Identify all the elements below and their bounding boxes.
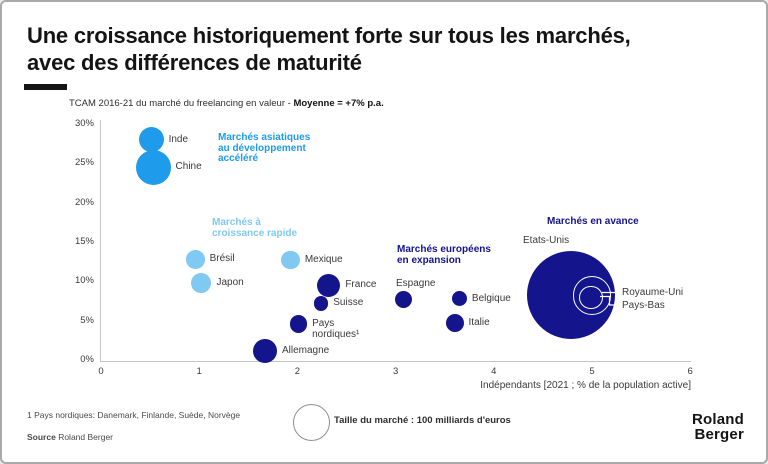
group-label: Marchés asiatiques au développement accé… <box>218 132 311 164</box>
title-dash <box>24 84 67 90</box>
x-axis-tick-label: 5 <box>589 366 595 377</box>
x-axis-tick-label: 4 <box>491 366 497 377</box>
footnote-source: Source Roland Berger <box>27 432 113 442</box>
bubble <box>281 250 300 270</box>
y-axis-tick-label: 30% <box>74 118 94 130</box>
bubble-label: Suisse <box>333 297 364 309</box>
bubble <box>135 149 171 185</box>
bubble-label: Pays-Bas <box>622 300 665 311</box>
bubble <box>394 290 412 308</box>
logo-line1: Roland <box>691 411 744 428</box>
y-axis-tick-label: 20% <box>74 196 94 208</box>
roland-berger-logo: Roland Berger <box>691 411 744 443</box>
page-title-line1: Une croissance historiquement forte sur … <box>27 23 631 48</box>
y-axis-tick-label: 5% <box>80 314 94 326</box>
bubble <box>313 296 329 311</box>
bubble-label: Chine <box>175 161 202 173</box>
x-axis-tick-label: 3 <box>392 366 399 377</box>
bubble <box>289 315 308 333</box>
x-axis-tick-label: 1 <box>196 366 202 377</box>
footnote-source-label: Source <box>27 432 56 442</box>
bubble-label: Brésil <box>209 253 235 265</box>
x-axis-line <box>100 361 691 362</box>
y-axis-line <box>100 120 101 361</box>
bubble-ring <box>572 276 612 315</box>
bubble <box>317 273 341 297</box>
y-axis-tick-label: 15% <box>74 236 94 247</box>
x-axis-tick-label: 6 <box>687 366 693 377</box>
chart-subtitle-text: TCAM 2016-21 du marché du freelancing en… <box>69 98 294 109</box>
size-legend-label: Taille du marché : 100 milliards d'euros <box>334 415 511 426</box>
bubble-label: Inde <box>168 133 189 145</box>
bubble-label: Italie <box>468 317 490 329</box>
bubble <box>451 291 467 307</box>
group-label: Marchés à croissance rapide <box>212 217 298 239</box>
bubble-label: Allemagne <box>281 344 330 356</box>
bubble <box>138 127 164 153</box>
bubble-ring <box>579 285 603 309</box>
bubble-label: Belgique <box>471 292 511 304</box>
bubble <box>185 250 205 269</box>
page-title: Une croissance historiquement forte sur … <box>27 22 737 76</box>
chart-subtitle: TCAM 2016-21 du marché du freelancing en… <box>69 98 384 109</box>
logo-line2: Berger <box>694 425 744 443</box>
size-legend-circle <box>293 404 330 441</box>
bubble-label: Pays nordiques¹ <box>312 317 360 340</box>
bubble-label: Espagne <box>396 278 436 289</box>
bubble-label: France <box>345 279 377 291</box>
chart-subtitle-average: Moyenne = +7% p.a. <box>293 98 384 109</box>
x-axis-title: Indépendants [2021 ; % de la population … <box>480 380 691 391</box>
y-axis-tick-label: 0% <box>80 354 94 365</box>
footnote-nordics: 1 Pays nordiques: Danemark, Finlande, Su… <box>27 410 241 420</box>
footnote-source-value: Roland Berger <box>55 432 113 442</box>
bubble-label: Mexique <box>304 254 343 266</box>
bubble <box>252 338 277 363</box>
y-axis-tick-label: 10% <box>74 275 94 287</box>
y-axis-tick-label: 25% <box>74 157 94 169</box>
x-axis-tick-label: 2 <box>294 366 301 377</box>
bubble-label: Royaume-Uni <box>622 287 684 298</box>
x-axis-tick-label: 0 <box>98 366 104 377</box>
page-title-line2: avec des différences de maturité <box>27 50 362 75</box>
group-label: Marchés européens en expansion <box>397 244 491 266</box>
bubble-label: Japon <box>216 276 244 288</box>
bubble-label: Etats-Unis <box>523 235 570 246</box>
group-label: Marchés en avance <box>547 216 639 227</box>
bubble <box>190 272 212 294</box>
bubble <box>445 314 464 333</box>
